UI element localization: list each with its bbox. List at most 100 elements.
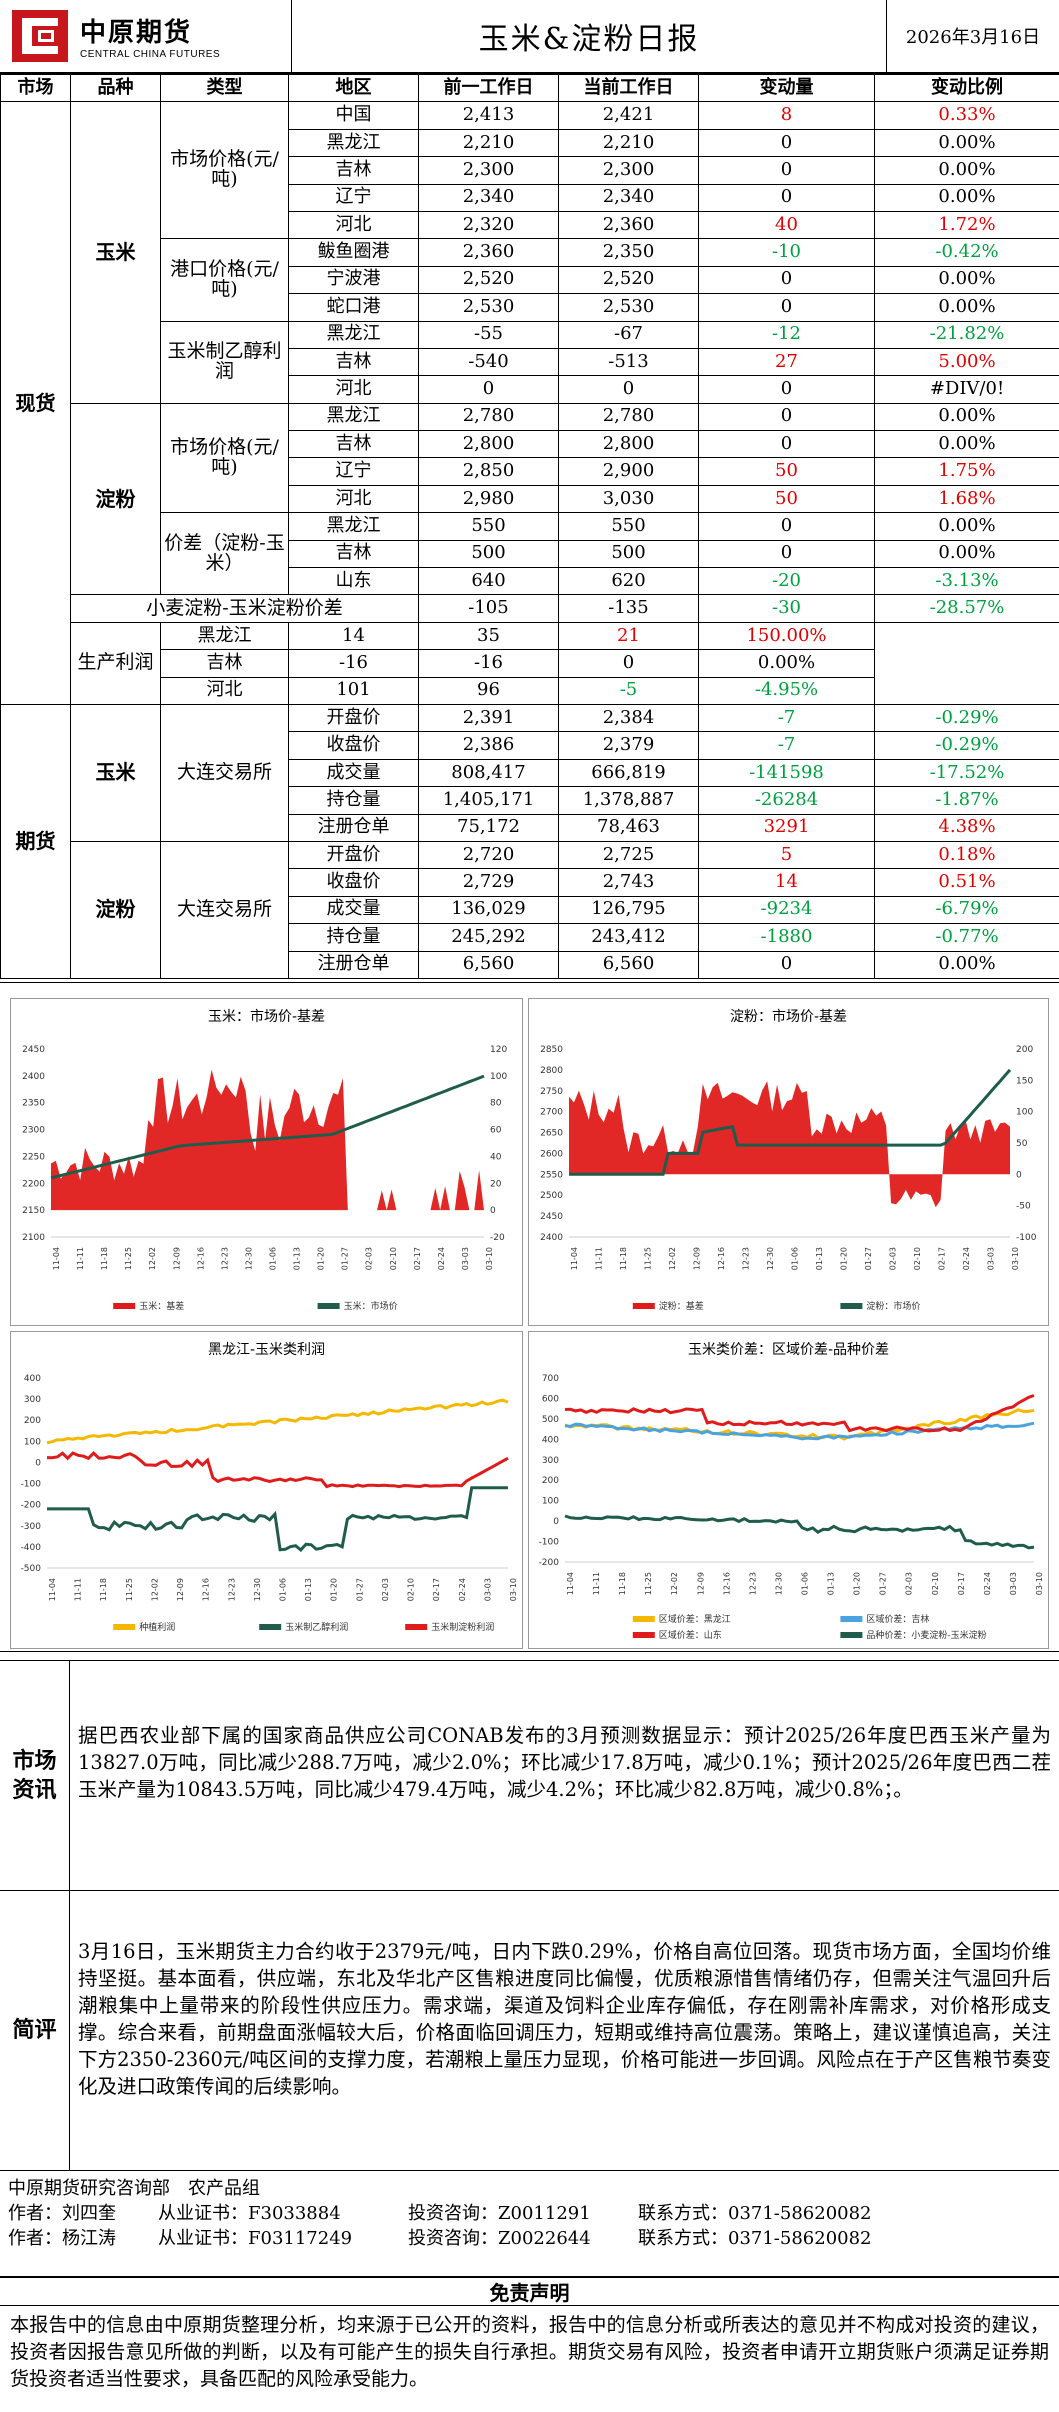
x-tick-label: 03-10 [1011, 1247, 1020, 1270]
market-info-text: 据巴西农业部下属的国家商品供应公司CONAB发布的3月预测数据显示：预计2025… [78, 1724, 1051, 1801]
table-row: 河北 2,320 2,360 40 1.72% [1, 210, 1059, 240]
change-cell: 0 [698, 950, 875, 979]
x-tick-label: 11-11 [76, 1247, 85, 1270]
col-header: 变动量 [698, 73, 875, 103]
change-pct-cell: 0.00% [874, 539, 1059, 569]
spread-wheat-corn-starch-line [564, 1514, 1035, 1550]
col-header: 变动比例 [874, 73, 1059, 103]
x-tick-label: 12-23 [220, 1247, 229, 1270]
x-tick-label: 12-30 [774, 1572, 783, 1595]
legend-label: 区域价差：吉林 [866, 1613, 929, 1625]
change-pct-cell: -28.57% [874, 594, 1059, 623]
legend-swatch [840, 1616, 863, 1622]
chart-title: 玉米：市场价-基差 [208, 1008, 325, 1025]
y-tick-label: 2650 [540, 1129, 563, 1139]
curr-day-cell: 2,800 [558, 430, 699, 459]
type-cell: 港口价格(元/吨) [160, 238, 289, 322]
x-tick-label: 11-04 [48, 1578, 57, 1601]
author-row: 作者：杨江涛 从业证书：F03117249 投资咨询：Z0022644 联系方式… [8, 2227, 1051, 2252]
x-tick-label: 03-03 [987, 1247, 996, 1270]
table-row: 吉林 -540 -513 27 5.00% [1, 347, 1059, 377]
disclaimer-title: 免责声明 [0, 2276, 1059, 2306]
change-cell: -20 [698, 567, 875, 596]
region-cell: 黑龙江 [288, 402, 419, 432]
change-pct-cell: -0.29% [874, 703, 1059, 733]
x-tick-label: 12-09 [696, 1572, 705, 1595]
curr-day-cell: 2,360 [558, 210, 699, 240]
x-tick-label: 11-18 [100, 1247, 109, 1270]
legend-swatch [840, 1303, 863, 1309]
y2-tick-label: 120 [490, 1045, 507, 1055]
region-cell: 河北 [288, 210, 419, 240]
x-tick-label: 02-24 [962, 1247, 971, 1270]
legend-swatch [405, 1624, 428, 1630]
change-pct-cell: 0.33% [874, 101, 1059, 130]
x-tick-label: 02-03 [905, 1572, 914, 1595]
report-date: 2026年3月16日 [905, 27, 1041, 48]
prev-day-cell: 2,386 [418, 731, 559, 760]
y-tick-label: 2850 [540, 1045, 563, 1055]
x-tick-label: 02-10 [407, 1578, 416, 1601]
curr-day-cell: 666,819 [558, 758, 699, 788]
y2-tick-label: 0 [1016, 1170, 1022, 1180]
type-cell: 玉米制乙醇利润 [160, 320, 289, 404]
y-tick-label: 2150 [22, 1206, 45, 1216]
market-info-label: 市场资讯 [0, 1661, 70, 1890]
y2-tick-label: 100 [490, 1072, 507, 1082]
y2-tick-label: 200 [1016, 1045, 1033, 1055]
market-info-section: 市场资讯 据巴西农业部下属的国家商品供应公司CONAB发布的3月预测数据显示：预… [0, 1660, 1059, 1890]
prev-day-cell: -105 [418, 594, 559, 623]
prev-day-cell: 136,029 [418, 895, 559, 925]
prev-day-cell: 2,413 [418, 101, 559, 130]
change-pct-cell: 0.00% [874, 156, 1059, 185]
table-row: 河北 2,980 3,030 50 1.68% [1, 484, 1059, 514]
x-tick-label: 01-06 [801, 1572, 810, 1595]
region-cell: 宁波港 [288, 265, 419, 295]
change-cell: 50 [698, 484, 875, 514]
change-pct-cell: 150.00% [698, 621, 875, 651]
y-tick-label: 600 [542, 1394, 559, 1404]
region-cell: 注册仓单 [288, 950, 419, 979]
market-cell: 期货 [0, 703, 71, 979]
y-tick-label: 100 [542, 1497, 559, 1507]
curr-day-cell: 550 [558, 512, 699, 541]
x-tick-label: 01-13 [293, 1247, 302, 1270]
change-pct-cell: 0.18% [874, 840, 1059, 870]
variety-cell: 淀粉 [70, 402, 161, 596]
change-pct-cell: 0.00% [874, 183, 1059, 212]
prev-day-cell: 500 [418, 539, 559, 569]
x-tick-label: 12-30 [244, 1247, 253, 1270]
change-pct-cell: 0.00% [698, 649, 875, 678]
change-pct-cell: 0.00% [874, 430, 1059, 459]
y2-tick-label: 20 [490, 1179, 502, 1189]
review-text: 3月16日，玉米期货主力合约收于2379元/吨，日内下跌0.29%，价格自高位回… [78, 1940, 1051, 2098]
y-tick-label: 400 [542, 1435, 559, 1445]
legend-swatch [632, 1632, 655, 1638]
change-pct-cell: 0.51% [874, 868, 1059, 897]
legend-swatch [113, 1303, 136, 1309]
table-row: 吉林 -16 -16 0 0.00% [1, 649, 1059, 678]
change-cell: -30 [698, 594, 875, 623]
y-tick-label: -200 [21, 1501, 42, 1511]
type-cell: 市场价格(元/吨) [160, 101, 289, 240]
author-advisory: 投资咨询：Z0022644 [408, 2227, 591, 2249]
author-cert: 从业证书：F3033884 [158, 2202, 341, 2224]
prev-day-cell: 14 [288, 621, 419, 651]
x-tick-label: 03-03 [483, 1578, 492, 1601]
region-cell: 辽宁 [288, 183, 419, 212]
x-tick-label: 12-16 [717, 1247, 726, 1270]
region-cell: 吉林 [288, 430, 419, 459]
curr-day-cell: -513 [558, 347, 699, 377]
x-tick-label: 12-23 [227, 1578, 236, 1601]
x-tick-label: 01-13 [827, 1572, 836, 1595]
change-pct-cell: -4.95% [698, 676, 875, 705]
x-tick-label: 12-16 [202, 1578, 211, 1601]
curr-day-cell: 78,463 [558, 813, 699, 842]
region-cell: 吉林 [288, 539, 419, 569]
x-tick-label: 02-17 [413, 1247, 422, 1270]
region-cell: 持仓量 [288, 786, 419, 815]
table-row: 小麦淀粉-玉米淀粉价差 -105 -135 -30 -28.57% [1, 594, 1059, 623]
prev-day-cell: 75,172 [418, 813, 559, 842]
region-cell: 黑龙江 [288, 320, 419, 349]
chart-heilongjiang-profit: 黑龙江-玉米类利润 400 300 200 100 0 -100 -200 -300 -400 -5… [10, 1331, 523, 1649]
